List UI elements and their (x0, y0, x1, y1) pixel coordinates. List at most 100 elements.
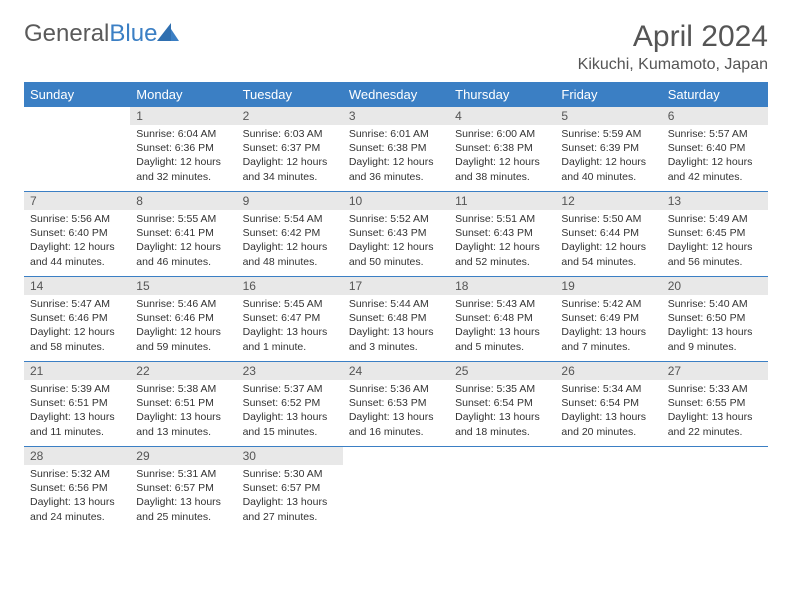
day-details: Sunrise: 5:32 AMSunset: 6:56 PMDaylight:… (24, 465, 130, 528)
day-number: 8 (130, 192, 236, 210)
day-details: Sunrise: 6:03 AMSunset: 6:37 PMDaylight:… (237, 125, 343, 188)
day-details: Sunrise: 5:59 AMSunset: 6:39 PMDaylight:… (555, 125, 661, 188)
calendar-day-cell: 17Sunrise: 5:44 AMSunset: 6:48 PMDayligh… (343, 277, 449, 362)
day-number: 20 (662, 277, 768, 295)
calendar-day-cell: 24Sunrise: 5:36 AMSunset: 6:53 PMDayligh… (343, 362, 449, 447)
calendar-day-cell: 18Sunrise: 5:43 AMSunset: 6:48 PMDayligh… (449, 277, 555, 362)
calendar-table: SundayMondayTuesdayWednesdayThursdayFrid… (24, 82, 768, 531)
calendar-day-cell: 8Sunrise: 5:55 AMSunset: 6:41 PMDaylight… (130, 192, 236, 277)
day-number: 22 (130, 362, 236, 380)
day-details: Sunrise: 5:40 AMSunset: 6:50 PMDaylight:… (662, 295, 768, 358)
day-details: Sunrise: 5:51 AMSunset: 6:43 PMDaylight:… (449, 210, 555, 273)
day-number-empty (24, 107, 130, 125)
calendar-week-row: 28Sunrise: 5:32 AMSunset: 6:56 PMDayligh… (24, 447, 768, 532)
calendar-day-cell: 10Sunrise: 5:52 AMSunset: 6:43 PMDayligh… (343, 192, 449, 277)
day-details: Sunrise: 5:47 AMSunset: 6:46 PMDaylight:… (24, 295, 130, 358)
calendar-day-cell: 12Sunrise: 5:50 AMSunset: 6:44 PMDayligh… (555, 192, 661, 277)
calendar-day-cell (449, 447, 555, 532)
calendar-day-cell: 22Sunrise: 5:38 AMSunset: 6:51 PMDayligh… (130, 362, 236, 447)
day-number-empty (662, 447, 768, 465)
day-details: Sunrise: 5:57 AMSunset: 6:40 PMDaylight:… (662, 125, 768, 188)
day-details: Sunrise: 6:00 AMSunset: 6:38 PMDaylight:… (449, 125, 555, 188)
calendar-day-cell: 11Sunrise: 5:51 AMSunset: 6:43 PMDayligh… (449, 192, 555, 277)
month-title: April 2024 (578, 20, 768, 54)
day-number: 30 (237, 447, 343, 465)
calendar-week-row: 14Sunrise: 5:47 AMSunset: 6:46 PMDayligh… (24, 277, 768, 362)
title-block: April 2024 Kikuchi, Kumamoto, Japan (578, 20, 768, 74)
day-number: 25 (449, 362, 555, 380)
day-number: 23 (237, 362, 343, 380)
day-number: 12 (555, 192, 661, 210)
day-details: Sunrise: 5:31 AMSunset: 6:57 PMDaylight:… (130, 465, 236, 528)
header: GeneralBlue April 2024 Kikuchi, Kumamoto… (24, 20, 768, 74)
day-details: Sunrise: 5:52 AMSunset: 6:43 PMDaylight:… (343, 210, 449, 273)
calendar-day-cell: 28Sunrise: 5:32 AMSunset: 6:56 PMDayligh… (24, 447, 130, 532)
day-number: 13 (662, 192, 768, 210)
calendar-day-cell: 6Sunrise: 5:57 AMSunset: 6:40 PMDaylight… (662, 107, 768, 192)
day-details: Sunrise: 5:33 AMSunset: 6:55 PMDaylight:… (662, 380, 768, 443)
day-number: 3 (343, 107, 449, 125)
day-number: 28 (24, 447, 130, 465)
calendar-day-cell: 25Sunrise: 5:35 AMSunset: 6:54 PMDayligh… (449, 362, 555, 447)
calendar-day-cell: 5Sunrise: 5:59 AMSunset: 6:39 PMDaylight… (555, 107, 661, 192)
calendar-day-cell: 9Sunrise: 5:54 AMSunset: 6:42 PMDaylight… (237, 192, 343, 277)
day-number: 17 (343, 277, 449, 295)
day-details: Sunrise: 6:01 AMSunset: 6:38 PMDaylight:… (343, 125, 449, 188)
day-number: 2 (237, 107, 343, 125)
day-of-week-row: SundayMondayTuesdayWednesdayThursdayFrid… (24, 82, 768, 107)
day-number: 7 (24, 192, 130, 210)
day-number: 19 (555, 277, 661, 295)
logo-text: GeneralBlue (24, 20, 157, 48)
day-of-week-header: Monday (130, 82, 236, 107)
logo: GeneralBlue (24, 20, 179, 48)
day-details: Sunrise: 5:34 AMSunset: 6:54 PMDaylight:… (555, 380, 661, 443)
calendar-day-cell: 3Sunrise: 6:01 AMSunset: 6:38 PMDaylight… (343, 107, 449, 192)
calendar-day-cell: 14Sunrise: 5:47 AMSunset: 6:46 PMDayligh… (24, 277, 130, 362)
calendar-day-cell (555, 447, 661, 532)
logo-part2: Blue (109, 20, 157, 47)
day-details: Sunrise: 6:04 AMSunset: 6:36 PMDaylight:… (130, 125, 236, 188)
day-number: 26 (555, 362, 661, 380)
calendar-day-cell: 19Sunrise: 5:42 AMSunset: 6:49 PMDayligh… (555, 277, 661, 362)
calendar-day-cell: 27Sunrise: 5:33 AMSunset: 6:55 PMDayligh… (662, 362, 768, 447)
calendar-day-cell (343, 447, 449, 532)
day-details: Sunrise: 5:56 AMSunset: 6:40 PMDaylight:… (24, 210, 130, 273)
day-number: 4 (449, 107, 555, 125)
day-number: 16 (237, 277, 343, 295)
calendar-week-row: 1Sunrise: 6:04 AMSunset: 6:36 PMDaylight… (24, 107, 768, 192)
day-details: Sunrise: 5:50 AMSunset: 6:44 PMDaylight:… (555, 210, 661, 273)
location: Kikuchi, Kumamoto, Japan (578, 56, 768, 74)
logo-sail-icon (157, 23, 179, 41)
day-number: 18 (449, 277, 555, 295)
day-number: 11 (449, 192, 555, 210)
calendar-day-cell: 15Sunrise: 5:46 AMSunset: 6:46 PMDayligh… (130, 277, 236, 362)
day-number: 21 (24, 362, 130, 380)
calendar-day-cell: 23Sunrise: 5:37 AMSunset: 6:52 PMDayligh… (237, 362, 343, 447)
day-of-week-header: Friday (555, 82, 661, 107)
day-details: Sunrise: 5:39 AMSunset: 6:51 PMDaylight:… (24, 380, 130, 443)
calendar-day-cell: 7Sunrise: 5:56 AMSunset: 6:40 PMDaylight… (24, 192, 130, 277)
day-number: 10 (343, 192, 449, 210)
day-number-empty (449, 447, 555, 465)
day-number: 6 (662, 107, 768, 125)
calendar-day-cell: 29Sunrise: 5:31 AMSunset: 6:57 PMDayligh… (130, 447, 236, 532)
calendar-day-cell: 13Sunrise: 5:49 AMSunset: 6:45 PMDayligh… (662, 192, 768, 277)
calendar-week-row: 21Sunrise: 5:39 AMSunset: 6:51 PMDayligh… (24, 362, 768, 447)
calendar-day-cell: 2Sunrise: 6:03 AMSunset: 6:37 PMDaylight… (237, 107, 343, 192)
day-details: Sunrise: 5:44 AMSunset: 6:48 PMDaylight:… (343, 295, 449, 358)
day-details: Sunrise: 5:37 AMSunset: 6:52 PMDaylight:… (237, 380, 343, 443)
day-number: 5 (555, 107, 661, 125)
day-number: 14 (24, 277, 130, 295)
day-number: 27 (662, 362, 768, 380)
day-details: Sunrise: 5:38 AMSunset: 6:51 PMDaylight:… (130, 380, 236, 443)
day-of-week-header: Wednesday (343, 82, 449, 107)
day-details: Sunrise: 5:42 AMSunset: 6:49 PMDaylight:… (555, 295, 661, 358)
day-number: 9 (237, 192, 343, 210)
day-details: Sunrise: 5:35 AMSunset: 6:54 PMDaylight:… (449, 380, 555, 443)
day-details: Sunrise: 5:43 AMSunset: 6:48 PMDaylight:… (449, 295, 555, 358)
calendar-day-cell: 21Sunrise: 5:39 AMSunset: 6:51 PMDayligh… (24, 362, 130, 447)
calendar-day-cell: 16Sunrise: 5:45 AMSunset: 6:47 PMDayligh… (237, 277, 343, 362)
day-details: Sunrise: 5:55 AMSunset: 6:41 PMDaylight:… (130, 210, 236, 273)
calendar-day-cell: 26Sunrise: 5:34 AMSunset: 6:54 PMDayligh… (555, 362, 661, 447)
day-of-week-header: Thursday (449, 82, 555, 107)
